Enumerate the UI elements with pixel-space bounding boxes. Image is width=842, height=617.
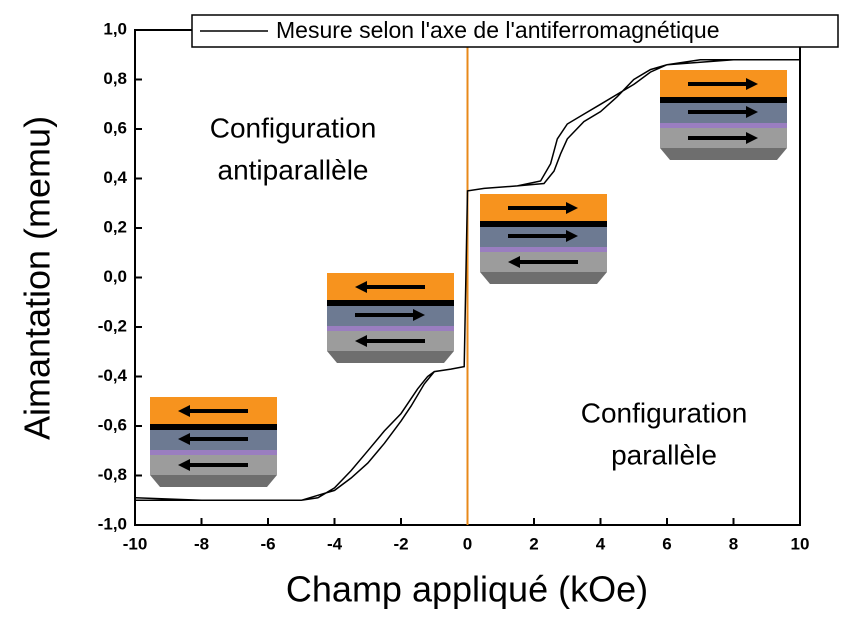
arrow-head — [746, 132, 758, 144]
arrow-head — [566, 202, 578, 214]
x-tick-label: 4 — [596, 534, 606, 553]
arrow-head — [178, 405, 190, 417]
annotation: Configuration — [581, 397, 748, 428]
y-axis-label: Aimantation (memu) — [17, 116, 58, 440]
y-tick-label: -0,6 — [98, 415, 127, 434]
x-tick-label: 8 — [729, 534, 738, 553]
layer-barrier — [660, 97, 787, 103]
layer-stack — [150, 397, 277, 487]
layer-stack — [327, 273, 454, 363]
x-tick-label: -10 — [123, 534, 148, 553]
arrow-head — [355, 281, 367, 293]
layer-substrate — [150, 475, 277, 487]
layer-barrier — [327, 300, 454, 306]
y-tick-label: -1,0 — [98, 514, 127, 533]
x-axis-label: Champ appliqué (kOe) — [286, 569, 648, 610]
arrow-head — [746, 78, 758, 90]
data-line — [134, 58, 800, 502]
arrow-head — [746, 106, 758, 118]
arrow-head — [566, 230, 578, 242]
arrow-head — [178, 459, 190, 471]
y-tick-label: 0,2 — [103, 217, 127, 236]
arrow-head — [355, 335, 367, 347]
annotation: Configuration — [210, 112, 377, 143]
layer-afm — [327, 326, 454, 331]
legend-label: Mesure selon l'axe de l'antiferromagnéti… — [276, 17, 719, 43]
x-tick-label: 2 — [529, 534, 538, 553]
arrow-head — [508, 256, 520, 268]
layer-afm — [150, 450, 277, 455]
arrow-head — [178, 433, 190, 445]
layer-substrate — [480, 272, 607, 284]
y-tick-label: 0,8 — [103, 69, 127, 88]
y-tick-label: -0,8 — [98, 465, 127, 484]
y-tick-label: 0,6 — [103, 118, 127, 137]
y-tick-label: -0,4 — [98, 366, 128, 385]
y-tick-label: -0,2 — [98, 316, 127, 335]
layer-afm — [660, 123, 787, 128]
x-tick-label: 10 — [791, 534, 810, 553]
x-tick-label: -6 — [260, 534, 275, 553]
x-tick-label: -2 — [393, 534, 408, 553]
x-tick-label: -8 — [194, 534, 209, 553]
y-tick-label: 0,4 — [103, 168, 127, 187]
layer-barrier — [480, 221, 607, 227]
arrow-head — [413, 309, 425, 321]
layer-stack — [660, 70, 787, 160]
annotation: antiparallèle — [218, 154, 369, 185]
layer-barrier — [150, 424, 277, 430]
y-tick-label: 0,0 — [103, 267, 127, 286]
layer-stack — [480, 194, 607, 284]
layer-afm — [480, 247, 607, 252]
y-tick-label: 1,0 — [103, 19, 127, 38]
x-tick-label: -4 — [327, 534, 343, 553]
annotation: parallèle — [611, 439, 717, 470]
x-tick-label: 0 — [463, 534, 472, 553]
x-tick-label: 6 — [662, 534, 671, 553]
layer-substrate — [327, 351, 454, 363]
legend-box — [191, 14, 839, 48]
layer-substrate — [660, 148, 787, 160]
